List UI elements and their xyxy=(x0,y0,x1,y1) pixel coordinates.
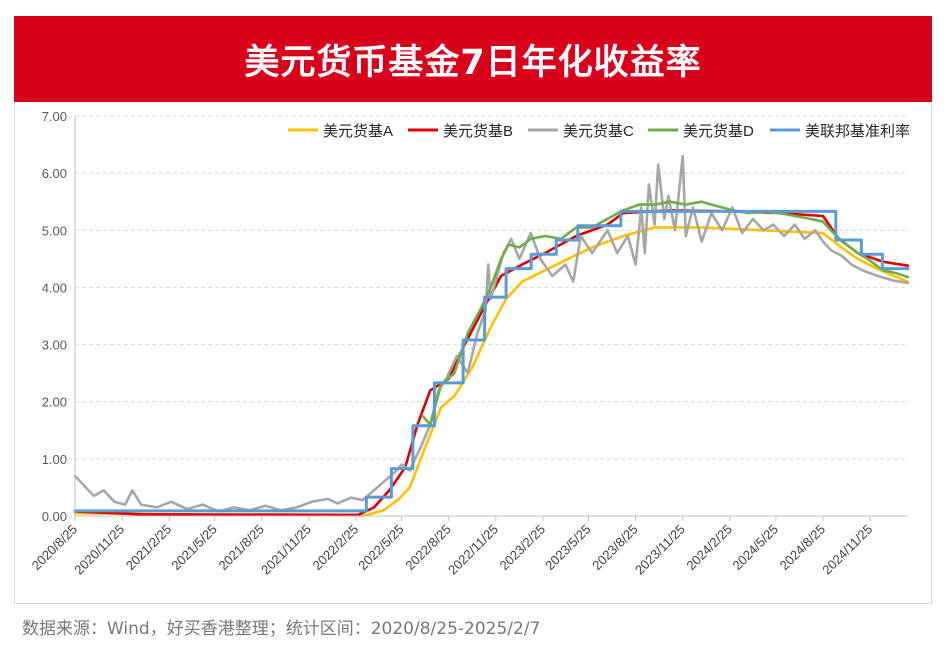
x-tick-label: 2022/11/25 xyxy=(445,522,501,578)
legend-label: 美联邦基准利率 xyxy=(805,123,910,140)
legend-label: 美元货基C xyxy=(563,123,634,140)
x-tick-label: 2021/2/25 xyxy=(123,522,175,574)
x-axis-ticks: 2020/8/252020/11/252021/2/252021/5/25202… xyxy=(29,516,875,578)
y-tick-label: 3.00 xyxy=(42,338,67,353)
x-tick-label: 2024/2/25 xyxy=(683,522,735,574)
y-tick-label: 0.00 xyxy=(42,509,67,524)
x-tick-label: 2022/5/25 xyxy=(355,522,407,574)
axes xyxy=(74,116,908,517)
y-tick-label: 5.00 xyxy=(42,223,67,238)
y-axis-ticks: 0.00 1.00 2.00 3.00 4.00 5.00 6.00 7.00 xyxy=(42,109,67,524)
series-line-1 xyxy=(73,226,910,517)
legend-label: 美元货基D xyxy=(683,123,754,140)
source-note: 数据来源：Wind，好买香港整理；统计区间：2020/8/25-2025/2/7 xyxy=(22,619,541,639)
x-tick-label: 2024/11/25 xyxy=(819,522,875,578)
y-tick-label: 2.00 xyxy=(42,395,67,410)
legend-label: 美元货基A xyxy=(323,123,393,140)
x-tick-label: 2021/5/25 xyxy=(168,522,220,574)
x-tick-label: 2021/11/25 xyxy=(258,522,314,578)
y-tick-label: 1.00 xyxy=(42,452,67,467)
x-tick-label: 2023/2/25 xyxy=(497,522,549,574)
chart-frame xyxy=(14,16,932,604)
x-tick-label: 2023/5/25 xyxy=(542,522,594,574)
x-tick-label: 2022/2/25 xyxy=(310,522,362,574)
legend: 美元货基A 美元货基B 美元货基C 美元货基D 美联邦基准利率 xyxy=(288,123,910,140)
series-line-3 xyxy=(73,154,910,513)
y-tick-label: 4.00 xyxy=(42,280,67,295)
series-lines xyxy=(73,154,910,517)
series-line-5 xyxy=(73,209,910,513)
series-line-2 xyxy=(73,209,910,517)
y-tick-label: 7.00 xyxy=(42,109,67,124)
x-tick-label: 2024/5/25 xyxy=(730,522,782,574)
y-tick-label: 6.00 xyxy=(42,166,67,181)
x-tick-label: 2023/11/25 xyxy=(632,522,688,578)
x-tick-label: 2020/11/25 xyxy=(71,522,127,578)
chart-title: 美元货币基金7日年化收益率 xyxy=(14,16,932,102)
legend-label: 美元货基B xyxy=(443,123,513,140)
